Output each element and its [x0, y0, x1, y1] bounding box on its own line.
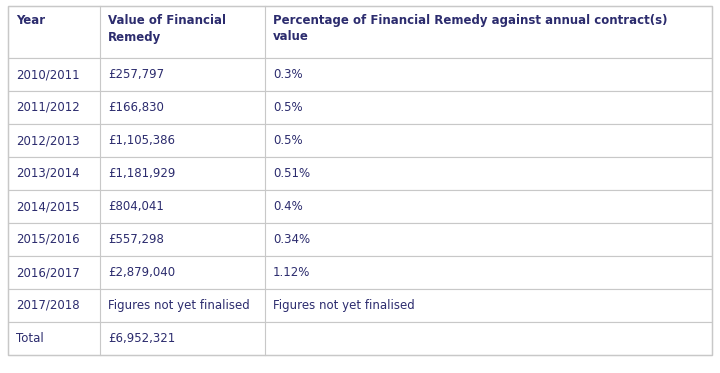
Text: Percentage of Financial Remedy against annual contract(s)
value: Percentage of Financial Remedy against a…	[273, 14, 667, 44]
Bar	[8, 157, 712, 190]
Bar	[8, 289, 712, 322]
Text: £2,879,040: £2,879,040	[108, 266, 175, 279]
Bar	[8, 91, 712, 124]
Text: Figures not yet finalised: Figures not yet finalised	[273, 299, 415, 312]
Text: 2011/2012: 2011/2012	[16, 101, 80, 114]
Text: 0.51%: 0.51%	[273, 167, 310, 180]
Text: £557,298: £557,298	[108, 233, 164, 246]
Text: 0.3%: 0.3%	[273, 68, 302, 81]
Text: £257,797: £257,797	[108, 68, 164, 81]
Text: £804,041: £804,041	[108, 200, 164, 213]
Text: 0.5%: 0.5%	[273, 134, 302, 147]
Text: Total: Total	[16, 332, 44, 345]
Bar	[8, 256, 712, 289]
Text: Figures not yet finalised: Figures not yet finalised	[108, 299, 250, 312]
Text: 2015/2016: 2015/2016	[16, 233, 80, 246]
Text: 2017/2018: 2017/2018	[16, 299, 80, 312]
Bar	[8, 322, 712, 355]
Bar	[8, 190, 712, 223]
Text: 0.5%: 0.5%	[273, 101, 302, 114]
Bar	[8, 6, 712, 58]
Text: 2010/2011: 2010/2011	[16, 68, 80, 81]
Text: Year: Year	[16, 14, 45, 27]
Text: 0.4%: 0.4%	[273, 200, 302, 213]
Text: £1,181,929: £1,181,929	[108, 167, 176, 180]
Text: Value of Financial
Remedy: Value of Financial Remedy	[108, 14, 226, 44]
Text: £6,952,321: £6,952,321	[108, 332, 175, 345]
Bar	[8, 223, 712, 256]
Text: 2012/2013: 2012/2013	[16, 134, 80, 147]
Text: £166,830: £166,830	[108, 101, 164, 114]
Text: 2013/2014: 2013/2014	[16, 167, 80, 180]
Text: 1.12%: 1.12%	[273, 266, 310, 279]
Text: £1,105,386: £1,105,386	[108, 134, 175, 147]
Bar	[8, 124, 712, 157]
Bar	[8, 58, 712, 91]
Text: 0.34%: 0.34%	[273, 233, 310, 246]
Text: 2014/2015: 2014/2015	[16, 200, 80, 213]
Text: 2016/2017: 2016/2017	[16, 266, 80, 279]
